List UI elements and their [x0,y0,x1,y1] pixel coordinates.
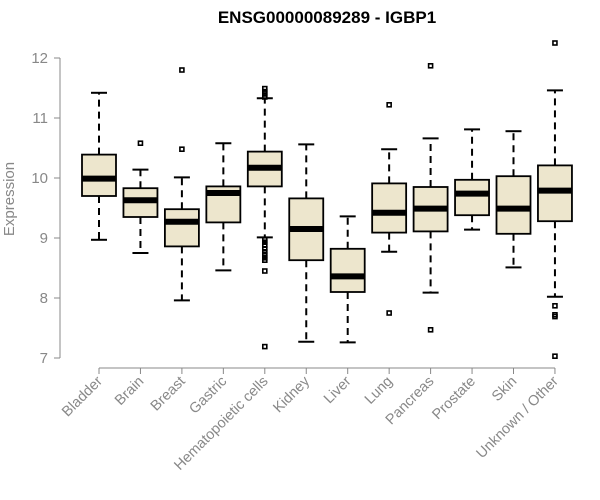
y-axis-label: Expression [1,162,18,236]
outlier-point [261,246,268,252]
outlier-point [179,146,185,152]
box-iqr [454,178,490,217]
box-group [412,62,449,333]
outlier-point [261,239,268,245]
box-iqr [495,175,532,235]
x-tick-label: Prostate [429,374,478,423]
box-group [371,102,408,316]
box-group [537,40,573,360]
outlier-point [427,326,434,333]
outlier-point [261,257,268,264]
outlier-point [261,252,268,258]
x-tick-label: Skin [489,374,520,405]
outlier-point [386,310,392,316]
outlier-point [427,62,434,69]
outlier-point [552,40,558,46]
outlier-point [552,302,558,309]
box-iqr [163,208,200,248]
y-tick-label: 9 [40,230,48,247]
y-tick-label: 11 [32,110,48,127]
outlier-point [261,85,268,92]
box-group [246,85,283,350]
box-group [81,91,117,241]
outlier-point [552,313,558,320]
x-tick-label: Brain [112,374,147,409]
y-tick-label: 8 [40,290,48,307]
y-tick-label: 10 [31,170,48,187]
outlier-point [261,91,268,97]
outlier-point [552,353,558,360]
box-group [288,143,325,343]
outlier-point [261,343,268,350]
outlier-point [386,102,392,108]
plot-area [81,40,573,360]
box-iqr [81,153,117,197]
x-tick-label: Lung [362,374,396,408]
outlier-point [261,249,268,255]
box-group [329,215,366,344]
y-tick-label: 12 [31,50,48,67]
box-group [163,67,200,302]
outlier-point [137,140,144,146]
y-tick-label: 7 [40,350,48,367]
x-tick-label: Kidney [270,373,313,416]
box-group [122,140,159,254]
x-tick-label: Bladder [59,373,106,420]
box-group [454,128,490,231]
box-iqr [371,182,408,234]
outlier-point [179,67,185,73]
outlier-point [261,268,268,274]
chart-title: ENSG00000089289 - IGBP1 [218,8,436,27]
box-group [495,130,532,269]
box-group [205,142,242,272]
outlier-point [261,94,268,100]
x-tick-label: Breast [148,374,189,415]
x-tick-label: Liver [321,373,355,407]
box-iqr [329,247,366,293]
